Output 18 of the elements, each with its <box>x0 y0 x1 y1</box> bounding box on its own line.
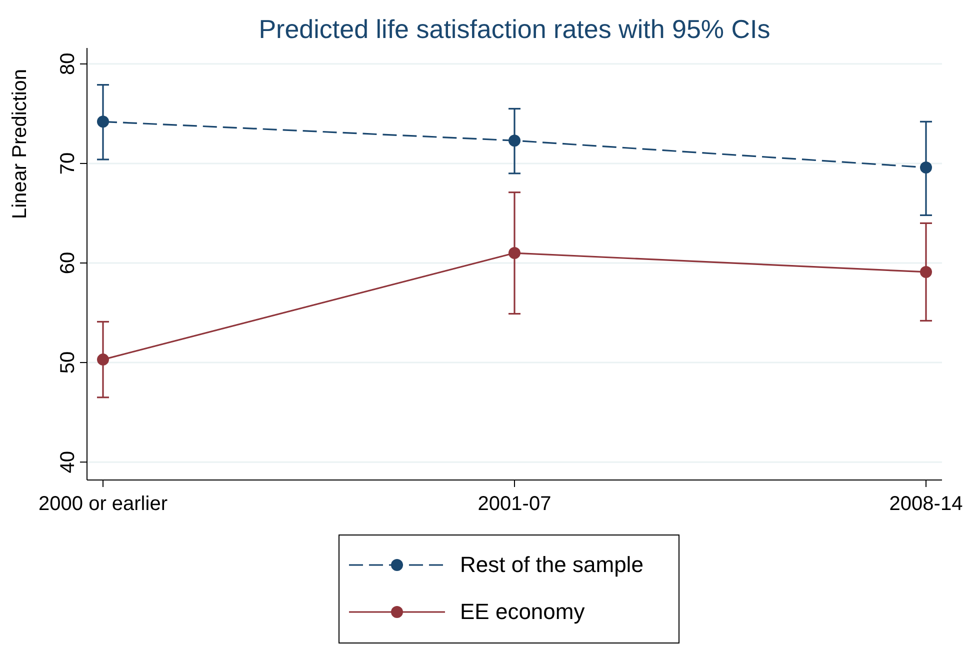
point <box>920 161 932 174</box>
x-tick-label: 2000 or earlier <box>38 493 168 515</box>
point <box>508 134 520 147</box>
y-tick-label: 40 <box>57 450 79 474</box>
x-tick-label: 2001-07 <box>478 493 552 515</box>
x-tick-label: 2008-14 <box>889 493 963 515</box>
y-tick-label: 60 <box>57 252 79 274</box>
point <box>97 116 109 128</box>
y-tick-label: 50 <box>57 351 79 374</box>
point <box>508 247 520 260</box>
legend-label: Rest of the sample <box>460 552 644 577</box>
y-axis-title: Linear Prediction <box>9 68 31 220</box>
y-tick-label: 70 <box>57 152 79 175</box>
point <box>97 354 109 366</box>
chart-title: Predicted life satisfaction rates with 95% CIs <box>258 14 770 44</box>
point <box>920 266 932 278</box>
legend-label: EE economy <box>460 599 585 624</box>
y-tick-label: 80 <box>57 52 79 76</box>
